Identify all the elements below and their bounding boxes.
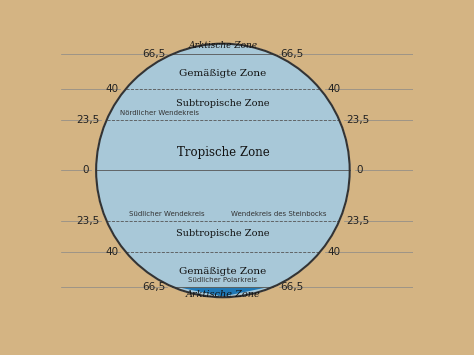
Text: 0: 0 — [82, 165, 89, 175]
Text: 66,5: 66,5 — [281, 282, 304, 292]
Polygon shape — [96, 44, 350, 297]
Text: Südlicher Polarkreis: Südlicher Polarkreis — [188, 277, 257, 283]
Text: Subtropische Zone: Subtropische Zone — [176, 99, 270, 108]
Polygon shape — [173, 44, 273, 54]
Text: 40: 40 — [106, 247, 118, 257]
Text: 40: 40 — [106, 84, 118, 94]
Polygon shape — [96, 120, 350, 170]
Polygon shape — [126, 252, 320, 287]
Circle shape — [96, 44, 350, 297]
Circle shape — [96, 44, 350, 297]
Text: Südlicher Wendekreis: Südlicher Wendekreis — [129, 212, 205, 218]
Text: 66,5: 66,5 — [281, 49, 304, 59]
Circle shape — [96, 44, 350, 297]
Polygon shape — [107, 221, 339, 252]
Text: Arktische Zone: Arktische Zone — [188, 41, 257, 50]
Text: Arktische Zone: Arktische Zone — [185, 290, 260, 299]
Polygon shape — [96, 170, 350, 221]
Circle shape — [96, 44, 350, 297]
Text: Tropische Zone: Tropische Zone — [176, 146, 269, 159]
Text: 40: 40 — [327, 247, 340, 257]
Text: Gemäßigte Zone: Gemäßigte Zone — [179, 267, 266, 276]
Text: 23,5: 23,5 — [346, 115, 370, 125]
Circle shape — [96, 44, 350, 297]
Circle shape — [96, 44, 350, 297]
Text: 0: 0 — [357, 165, 363, 175]
Text: Wendekreis des Steinbocks: Wendekreis des Steinbocks — [231, 212, 327, 218]
Text: 23,5: 23,5 — [76, 216, 100, 226]
Text: 66,5: 66,5 — [142, 49, 165, 59]
Text: 23,5: 23,5 — [346, 216, 370, 226]
Circle shape — [96, 44, 350, 297]
Text: 23,5: 23,5 — [76, 115, 100, 125]
Text: Subtropische Zone: Subtropische Zone — [176, 229, 270, 238]
Text: Nördlicher Wendekreis: Nördlicher Wendekreis — [120, 110, 199, 116]
Circle shape — [96, 44, 350, 297]
Text: Gemäßigte Zone: Gemäßigte Zone — [179, 69, 266, 78]
Text: 40: 40 — [327, 84, 340, 94]
Polygon shape — [107, 54, 339, 120]
Text: 66,5: 66,5 — [142, 282, 165, 292]
